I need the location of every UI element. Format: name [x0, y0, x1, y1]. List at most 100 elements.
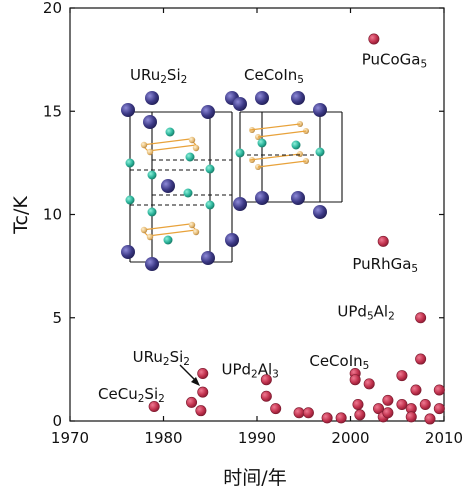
- data-point: [270, 403, 282, 415]
- atom: [225, 233, 239, 247]
- data-point: [396, 398, 408, 410]
- y-tick-label: 0: [52, 412, 62, 430]
- data-point: [197, 368, 209, 380]
- atom: [235, 148, 245, 158]
- atom: [201, 105, 215, 119]
- atom: [145, 91, 159, 105]
- data-point: [415, 353, 427, 365]
- atom: [291, 140, 301, 150]
- inset-uru2si2-structure: URu2Si2: [121, 66, 239, 271]
- compound-labels: PuCoGa5 PuRhGa5 UPd5Al2 UPd2Al3 CeCoIn5 URu2S…: [98, 51, 427, 406]
- data-points: [148, 33, 445, 425]
- atom: [147, 207, 157, 217]
- atom: [146, 233, 154, 241]
- label-purhga5: PuRhGa5: [352, 255, 418, 275]
- atom: [165, 127, 175, 137]
- atom: [233, 97, 247, 111]
- y-tick-label: 20: [43, 0, 62, 17]
- atom: [125, 158, 135, 168]
- atom: [125, 195, 135, 205]
- atom: [146, 148, 154, 156]
- data-point: [363, 378, 375, 390]
- data-point: [433, 384, 445, 396]
- atom: [205, 164, 215, 174]
- atom: [140, 226, 148, 234]
- data-point: [382, 407, 394, 419]
- atom: [140, 141, 148, 149]
- structure-edge: [147, 144, 197, 152]
- atom: [233, 197, 247, 211]
- x-tick-label: 2000: [331, 429, 369, 447]
- data-point: [302, 407, 314, 419]
- data-point: [349, 374, 361, 386]
- data-point: [321, 412, 333, 424]
- atom: [255, 91, 269, 105]
- atom: [201, 251, 215, 265]
- data-point: [186, 396, 198, 408]
- atom: [255, 191, 269, 205]
- axis-ticks: 1970 1980 1990 2000 2010 0 5 10 15 20: [43, 0, 463, 447]
- label-pucoga5: PuCoGa5: [362, 51, 427, 71]
- x-axis-title: 时间/年: [223, 467, 286, 489]
- label-upd2al3: UPd2Al3: [221, 360, 278, 380]
- atom: [315, 147, 325, 157]
- data-point: [419, 398, 431, 410]
- data-point: [382, 394, 394, 406]
- uru2si2-arrow-head: [191, 377, 200, 386]
- atom: [163, 235, 173, 245]
- structure-edge: [257, 130, 307, 138]
- y-tick-label: 15: [43, 102, 62, 120]
- data-point: [433, 403, 445, 415]
- atom: [161, 179, 175, 193]
- uru2si2-arrow: [179, 364, 197, 382]
- x-tick-label: 2010: [425, 429, 463, 447]
- atom: [192, 144, 200, 152]
- atom: [145, 257, 159, 271]
- label-cecu2si2: CeCu2Si2: [98, 385, 165, 405]
- data-point: [368, 33, 380, 45]
- data-point: [377, 235, 389, 247]
- inset-cecoin5-structure: CeCoIn5: [233, 66, 343, 219]
- atom: [143, 115, 157, 129]
- x-tick-label: 1970: [51, 429, 89, 447]
- data-point: [195, 405, 207, 417]
- y-tick-label: 10: [43, 206, 62, 224]
- data-point: [396, 370, 408, 382]
- data-point: [354, 409, 366, 421]
- label-upd5al2: UPd5Al2: [337, 303, 394, 323]
- x-tick-label: 1980: [144, 429, 182, 447]
- atom: [313, 205, 327, 219]
- x-tick-label: 1990: [238, 429, 276, 447]
- structure-edge: [141, 138, 191, 146]
- data-point: [405, 411, 417, 423]
- data-point: [352, 398, 364, 410]
- atom: [257, 138, 267, 148]
- structure-edge: [257, 160, 307, 168]
- data-point: [260, 374, 272, 386]
- structure-edge: [141, 223, 191, 231]
- label-cecoin5: CeCoIn5: [309, 352, 369, 372]
- data-point: [260, 390, 272, 402]
- atom: [183, 188, 193, 198]
- inset-left-title: URu2Si2: [130, 66, 187, 86]
- atom: [205, 200, 215, 210]
- data-point: [373, 403, 385, 415]
- structure-edge: [249, 123, 301, 131]
- atom: [185, 152, 195, 162]
- data-point: [148, 401, 160, 413]
- atom: [147, 170, 157, 180]
- data-point: [415, 312, 427, 324]
- inset-right-title: CeCoIn5: [244, 66, 304, 86]
- data-point: [293, 407, 305, 419]
- atom: [121, 103, 135, 117]
- y-tick-label: 5: [52, 309, 62, 327]
- atom: [121, 245, 135, 259]
- label-uru2si2: URu2Si2: [133, 348, 190, 368]
- y-axis-title: Tc/K: [10, 196, 32, 235]
- data-point: [410, 384, 422, 396]
- data-point: [197, 386, 209, 398]
- data-point: [335, 412, 347, 424]
- atom: [188, 221, 196, 229]
- structure-edge: [147, 229, 197, 237]
